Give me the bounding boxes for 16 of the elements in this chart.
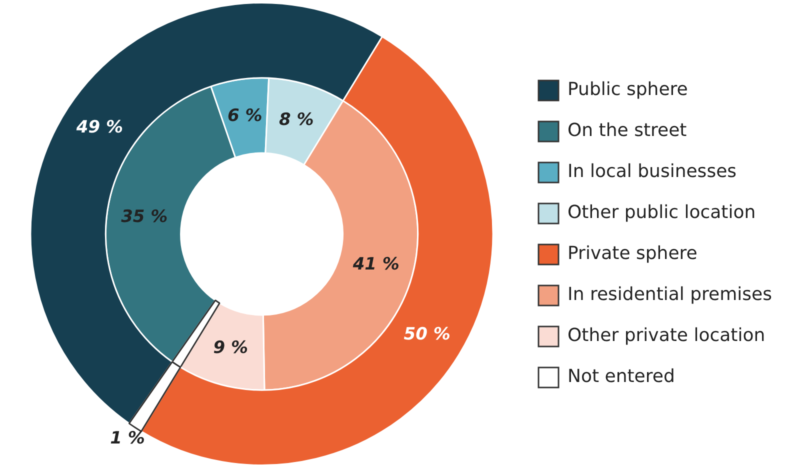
- data-label: 49 %: [75, 117, 124, 138]
- data-label: 1 %: [110, 428, 145, 449]
- legend-label: Other private location: [568, 325, 766, 346]
- legend-label: Other public location: [568, 202, 756, 224]
- data-label: 41 %: [352, 254, 400, 274]
- legend-label: On the street: [568, 120, 687, 142]
- legend-label: In residential premises: [568, 284, 772, 306]
- legend-label: Private sphere: [568, 243, 698, 264]
- data-label: 8 %: [279, 110, 314, 130]
- data-label: 35 %: [121, 206, 168, 227]
- legend-label: Public sphere: [568, 79, 688, 100]
- legend-label: In local businesses: [568, 161, 737, 182]
- legend-label: Not entered: [568, 366, 675, 388]
- data-label: 6 %: [227, 106, 262, 126]
- data-label: 50 %: [404, 324, 450, 344]
- data-label: 9 %: [213, 338, 248, 358]
